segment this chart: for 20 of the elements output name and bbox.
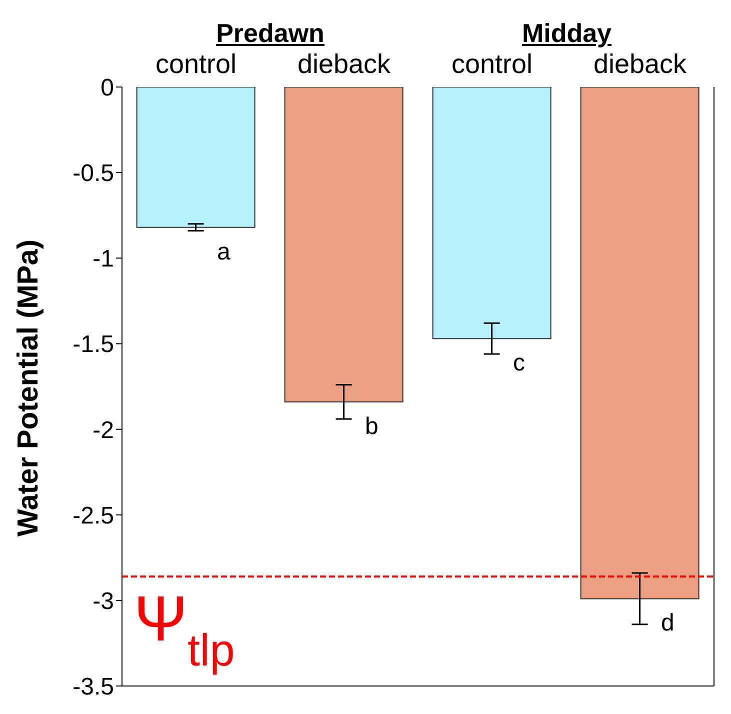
data-label: b [365, 412, 378, 440]
y-tick-label: -2.5 [72, 502, 114, 530]
y-tick-label: -0.5 [72, 160, 114, 188]
y-tick-label: -3.5 [72, 674, 114, 701]
ref-line-label: Ψ$_{tlp}$ [134, 582, 235, 676]
data-label: d [661, 610, 674, 637]
x-tick-label: control [451, 49, 533, 79]
data-label: a [217, 238, 232, 266]
y-tick-label: -1 [92, 246, 114, 273]
y-axis-title: Water Potential (MPa) [12, 239, 44, 536]
y-tick-label: -1.5 [72, 331, 114, 358]
x-tick-label: dieback [297, 49, 392, 79]
text: Midday [520, 18, 613, 49]
x-tick-label: control [155, 49, 237, 79]
y-tick-label: -2 [92, 416, 114, 444]
y-tick-label: 0 [100, 74, 114, 102]
y-tick-label: -3 [92, 588, 114, 615]
data-label: c [513, 350, 526, 377]
x-tick-label: dieback [593, 49, 688, 79]
text: Predawn [215, 18, 326, 49]
